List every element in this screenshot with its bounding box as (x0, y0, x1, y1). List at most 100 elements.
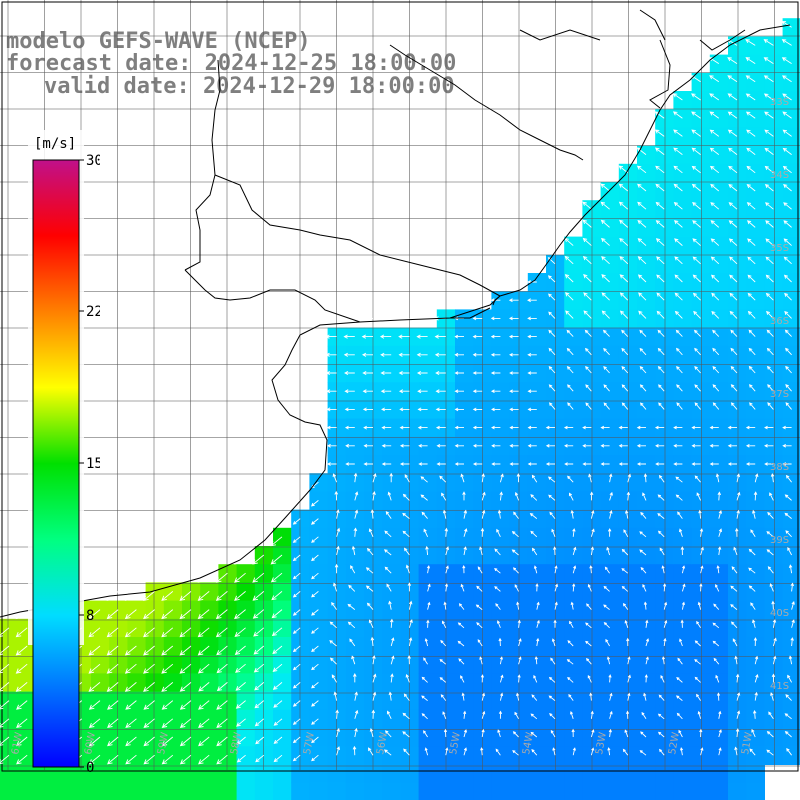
wind-arrow (569, 711, 574, 719)
wind-arrow (273, 736, 283, 744)
wind-cell (254, 746, 274, 765)
wind-cell (764, 436, 784, 456)
wind-cell (764, 91, 784, 110)
wind-cell (418, 364, 438, 383)
wind-cell (218, 746, 238, 765)
wind-arrow (408, 619, 413, 628)
wind-arrow (335, 709, 339, 719)
wind-arrow (619, 292, 629, 301)
wind-cell (327, 491, 347, 511)
wind-cell (18, 728, 37, 747)
wind-arrow (444, 583, 449, 592)
wind-arrow (694, 402, 701, 410)
wind-arrow (495, 748, 501, 756)
wind-arrow (124, 682, 137, 692)
wind-cell (709, 436, 729, 456)
wind-cell (746, 36, 765, 56)
wind-arrow (252, 572, 265, 583)
wind-cell (455, 309, 474, 329)
wind-arrow (656, 310, 665, 319)
wind-arrow (326, 443, 337, 448)
wind-cell (455, 600, 474, 620)
wind-cell (291, 527, 310, 547)
wind-cell (709, 200, 729, 219)
wind-cell (254, 582, 274, 602)
wind-arrow (416, 334, 428, 339)
wind-arrow (583, 310, 592, 319)
wind-cell (418, 345, 438, 365)
wind-cell (709, 382, 729, 401)
wind-arrow (370, 636, 375, 647)
wind-arrow (426, 619, 430, 628)
wind-arrow (417, 425, 428, 430)
wind-arrow (161, 591, 174, 601)
wind-arrow (461, 692, 465, 701)
wind-arrow (198, 700, 210, 710)
wind-arrow (292, 627, 301, 634)
wind-cell (455, 345, 474, 365)
wind-arrow (677, 511, 683, 519)
wind-cell (382, 600, 401, 620)
wind-arrow (672, 93, 683, 101)
wind-cell (163, 600, 183, 620)
wind-arrow (416, 371, 428, 375)
wind-cell (418, 418, 438, 438)
wind-cell (163, 728, 183, 747)
wind-cell (309, 527, 329, 547)
wind-arrow (600, 462, 610, 466)
wind-arrow (403, 693, 410, 701)
wind-cell (728, 582, 747, 602)
wind-arrow (311, 682, 319, 689)
wind-arrow (454, 334, 464, 339)
wind-cell (0, 637, 19, 656)
wind-cell (746, 200, 765, 219)
wind-arrow (550, 657, 556, 665)
wind-arrow (675, 329, 683, 337)
wind-arrow (717, 491, 722, 501)
wind-arrow (336, 746, 341, 756)
wind-arrow (255, 736, 265, 745)
wind-arrow (143, 663, 155, 674)
wind-arrow (764, 425, 774, 430)
wind-cell (691, 527, 711, 547)
wind-cell (345, 709, 365, 729)
wind-cell (782, 546, 800, 565)
wind-arrow (567, 640, 574, 647)
wind-cell (491, 364, 511, 383)
wind-cell (109, 709, 128, 729)
wind-arrow (692, 274, 701, 283)
wind-cell (709, 673, 729, 693)
wind-arrow (621, 402, 629, 410)
wind-arrow (508, 298, 519, 303)
wind-cell (527, 345, 547, 365)
wind-arrow (601, 237, 610, 246)
wind-cell (527, 764, 547, 784)
wind-arrow (785, 694, 792, 701)
wind-arrow (472, 444, 483, 448)
wind-cell (254, 709, 274, 729)
wind-arrow (420, 494, 428, 501)
wind-arrow (748, 548, 756, 556)
wind-arrow (404, 474, 410, 483)
wind-arrow (784, 311, 792, 319)
wind-cell (673, 182, 693, 201)
wind-arrow (389, 618, 394, 628)
wind-cell (691, 182, 711, 201)
wind-arrow (490, 371, 501, 375)
wind-arrow (691, 93, 701, 101)
wind-cell (455, 655, 474, 674)
wind-arrow (587, 583, 592, 592)
wind-arrow (445, 546, 450, 556)
land-border (184, 59, 501, 323)
wind-cell (709, 509, 729, 529)
wind-cell (782, 364, 800, 383)
wind-arrow (765, 292, 774, 301)
wind-cell (764, 109, 784, 128)
wind-cell (418, 655, 438, 674)
wind-cell (327, 473, 347, 492)
wind-arrow (730, 402, 738, 410)
wind-arrow (638, 310, 647, 319)
wind-cell (455, 709, 474, 729)
wind-arrow (547, 476, 556, 483)
wind-arrow (765, 220, 774, 228)
